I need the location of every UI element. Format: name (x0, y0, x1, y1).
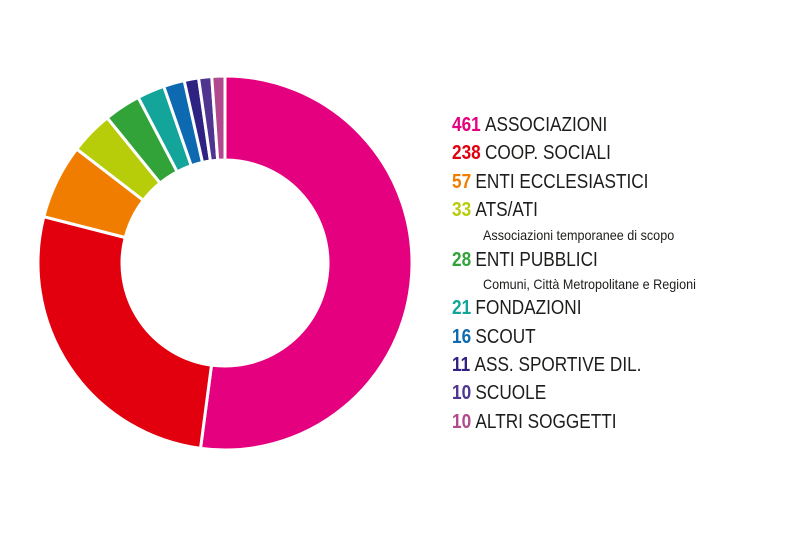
legend-subtitle-enti-pubblici: Comuni, Città Metropolitane e Regioni (483, 276, 696, 292)
legend-value: 10 (452, 411, 472, 433)
donut-segment-associazioni (198, 74, 414, 452)
legend-label: ATS/ATI (475, 199, 538, 221)
legend-label: ASS. SPORTIVE DIL. (474, 354, 642, 376)
legend-label: ASSOCIAZIONI (485, 114, 608, 136)
legend-item-enti-ecclesiastici: 57 ENTI ECCLESIASTICI (452, 171, 648, 193)
legend-value: 11 (452, 354, 471, 376)
legend-label: FONDAZIONI (475, 297, 582, 319)
legend-label: COOP. SOCIALI (485, 142, 611, 164)
legend-item-associazioni: 461 ASSOCIAZIONI (452, 114, 607, 136)
legend-value: 16 (452, 326, 472, 348)
legend-label: ENTI PUBBLICI (475, 249, 598, 271)
legend-value: 28 (452, 249, 472, 271)
legend-item-scout: 16 SCOUT (452, 326, 536, 348)
legend-label: SCUOLE (475, 382, 547, 404)
legend-label: ALTRI SOGGETTI (475, 411, 617, 433)
legend-value: 57 (452, 171, 472, 193)
legend-item-scuole: 10 SCUOLE (452, 382, 546, 404)
legend-label: SCOUT (475, 326, 536, 348)
donut-segment-coop-sociali (36, 214, 214, 451)
legend-value: 238 (452, 142, 481, 164)
legend-value: 21 (452, 297, 472, 319)
legend-item-fondazioni: 21 FONDAZIONI (452, 297, 582, 319)
legend-item-ats-ati: 33 ATS/ATI (452, 199, 538, 221)
legend-item-coop-sociali: 238 COOP. SOCIALI (452, 142, 611, 164)
legend-item-altri-soggetti: 10 ALTRI SOGGETTI (452, 411, 617, 433)
donut-segment-altri-soggetti (210, 74, 227, 162)
legend-item-enti-pubblici: 28 ENTI PUBBLICI (452, 249, 598, 271)
legend-item-ass-sportive: 11 ASS. SPORTIVE DIL. (452, 354, 641, 376)
legend-subtitle-ats-ati: Associazioni temporanee di scopo (483, 227, 675, 243)
legend-value: 33 (452, 199, 472, 221)
legend-value: 10 (452, 382, 472, 404)
legend-label: ENTI ECCLESIASTICI (475, 171, 649, 193)
legend-value: 461 (452, 114, 481, 136)
